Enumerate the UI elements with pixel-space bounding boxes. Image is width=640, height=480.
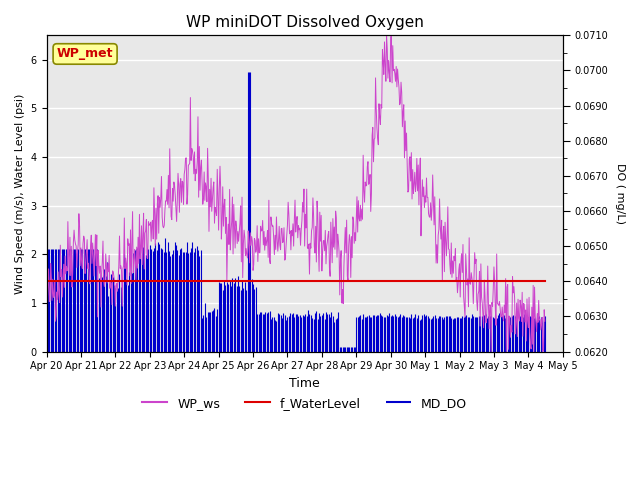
f_WaterLevel <box>394 278 401 284</box>
Text: WP_met: WP_met <box>57 48 113 60</box>
Y-axis label: Wind Speed (m/s), Water Level (psi): Wind Speed (m/s), Water Level (psi) <box>15 93 25 294</box>
f_WaterLevel <box>78 278 86 284</box>
f_WaterLevel <box>43 278 51 284</box>
X-axis label: Time: Time <box>289 377 320 390</box>
WP_ws <box>487 348 495 354</box>
WP_ws <box>103 280 111 286</box>
WP_ws <box>43 290 51 296</box>
Line: WP_ws: WP_ws <box>47 36 545 351</box>
f_WaterLevel <box>103 278 111 284</box>
f_WaterLevel <box>428 278 435 284</box>
WP_ws <box>428 205 436 211</box>
f_WaterLevel <box>434 278 442 284</box>
WP_ws <box>78 259 86 265</box>
Y-axis label: DO ( mg/L): DO ( mg/L) <box>615 163 625 224</box>
WP_ws <box>383 33 390 38</box>
WP_ws <box>435 232 442 238</box>
Title: WP miniDOT Dissolved Oxygen: WP miniDOT Dissolved Oxygen <box>186 15 424 30</box>
WP_ws <box>44 285 52 290</box>
Legend: WP_ws, f_WaterLevel, MD_DO: WP_ws, f_WaterLevel, MD_DO <box>137 392 472 415</box>
f_WaterLevel <box>44 278 52 284</box>
f_WaterLevel <box>541 278 548 284</box>
WP_ws <box>394 76 402 82</box>
WP_ws <box>541 318 548 324</box>
